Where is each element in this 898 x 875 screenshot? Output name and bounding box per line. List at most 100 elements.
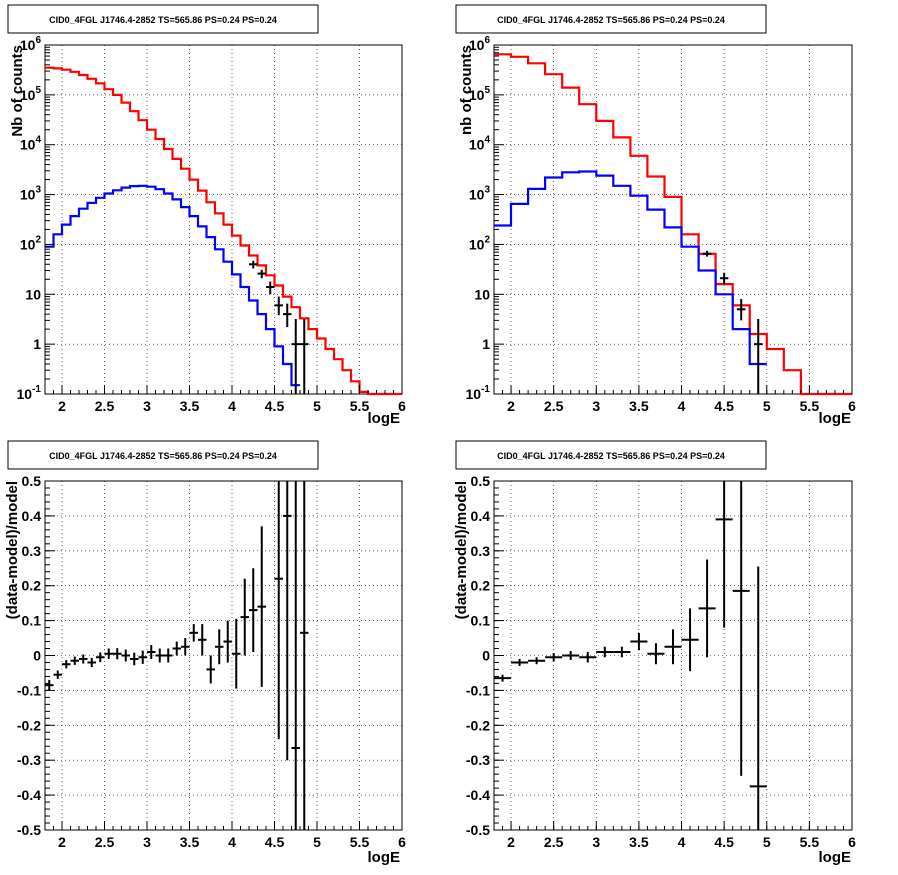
y-tick-label: -0.4 bbox=[17, 787, 41, 803]
data-point bbox=[223, 620, 232, 663]
data-point bbox=[181, 638, 190, 656]
y-tick-label: -0.5 bbox=[17, 822, 41, 838]
series-layer bbox=[494, 481, 767, 830]
data-point bbox=[274, 296, 283, 316]
data-point bbox=[528, 657, 546, 665]
x-tick-label: 4 bbox=[678, 398, 686, 414]
data-point bbox=[189, 624, 198, 642]
data-point bbox=[198, 624, 207, 656]
data-point bbox=[215, 629, 224, 665]
data-point bbox=[749, 566, 767, 830]
y-tick-label: 10 bbox=[25, 286, 41, 302]
data-point bbox=[732, 481, 750, 776]
x-tick-label: 6 bbox=[848, 834, 856, 850]
data-point bbox=[62, 660, 71, 669]
x-axis-label: logE bbox=[819, 849, 852, 866]
data-point bbox=[104, 648, 113, 659]
x-tick-label: 4 bbox=[228, 834, 236, 850]
y-tick-label: 0 bbox=[33, 648, 41, 664]
x-tick-label: 3 bbox=[592, 834, 600, 850]
data-point bbox=[147, 645, 156, 659]
x-tick-label: 5.5 bbox=[350, 398, 370, 414]
data-point bbox=[647, 643, 665, 665]
y-tick-label: -0.3 bbox=[466, 752, 490, 768]
data-point bbox=[274, 481, 283, 740]
data-point bbox=[172, 641, 181, 656]
title-box bbox=[455, 440, 767, 470]
data-point bbox=[138, 650, 147, 664]
data-point bbox=[753, 318, 763, 394]
x-tick-label: 2 bbox=[58, 398, 66, 414]
y-tick-label: 0.2 bbox=[22, 578, 42, 594]
y-tick-label: 0.1 bbox=[471, 613, 491, 629]
data-point bbox=[630, 632, 648, 651]
y-axis-label: (data-model)/model bbox=[453, 481, 470, 619]
y-tick-label: -0.1 bbox=[17, 682, 41, 698]
x-tick-label: 2.5 bbox=[544, 834, 564, 850]
y-tick-label: 1 bbox=[33, 336, 41, 352]
data-point bbox=[249, 260, 258, 269]
y-tick-label: 0.3 bbox=[471, 543, 491, 559]
series-layer bbox=[494, 53, 852, 396]
x-tick-label: 4.5 bbox=[714, 834, 734, 850]
data-point bbox=[736, 299, 746, 321]
histogram-blue bbox=[45, 184, 300, 387]
x-tick-label: 5.5 bbox=[800, 398, 820, 414]
x-tick-label: 2.5 bbox=[95, 834, 115, 850]
data-point bbox=[206, 655, 215, 684]
data-point bbox=[257, 269, 266, 279]
plot-frame bbox=[44, 480, 403, 831]
data-point bbox=[283, 481, 292, 761]
panel-title: CID0_4FGL J1746.4-2852 TS=565.86 PS=0.24… bbox=[49, 451, 277, 461]
data-point bbox=[702, 250, 712, 257]
x-tick-label: 5 bbox=[313, 398, 321, 414]
data-point bbox=[613, 646, 631, 658]
y-tick-label: 0.5 bbox=[471, 473, 491, 489]
data-point bbox=[96, 652, 105, 663]
y-axis-label: (data-model)/model bbox=[4, 481, 21, 619]
x-tick-label: 5 bbox=[763, 398, 771, 414]
y-tick-label: 0.1 bbox=[22, 613, 42, 629]
x-tick-label: 4.5 bbox=[714, 398, 734, 414]
data-point bbox=[579, 652, 597, 663]
plot-frame bbox=[493, 44, 853, 395]
data-point bbox=[121, 649, 130, 662]
x-axis-label: logE bbox=[368, 849, 401, 866]
x-tick-label: 4 bbox=[228, 398, 236, 414]
data-point bbox=[70, 656, 79, 665]
y-axis-label: nb of counts bbox=[458, 45, 475, 135]
data-point bbox=[698, 559, 716, 658]
axis-ticks: 2 2.5 3 3.5 4 4.5 5 5.5 6 -0.5 -0.4 -0.3 -0.2 -0.1 0 0.… bbox=[466, 473, 856, 850]
x-tick-label: 6 bbox=[848, 398, 856, 414]
data-point bbox=[681, 608, 699, 672]
axis-ticks: 2 2.5 3 3.5 4 4.5 5 5.5 6 -0.5 -0.4 -0.3 -0.2 -0.1 0 0.… bbox=[17, 473, 406, 850]
panel-counts-right: 2 2.5 3 3.5 4 4.5 5 5.5 610-1110102103104105106 … bbox=[455, 4, 856, 427]
y-axis-label: Nb of counts bbox=[9, 45, 26, 137]
x-tick-label: 3.5 bbox=[629, 398, 649, 414]
data-point bbox=[249, 568, 258, 653]
data-point bbox=[719, 272, 729, 285]
x-tick-label: 5.5 bbox=[350, 834, 370, 850]
y-tick-label: 10 bbox=[474, 286, 490, 302]
data-point bbox=[715, 481, 733, 628]
data-point bbox=[257, 526, 266, 687]
x-tick-label: 3 bbox=[143, 398, 151, 414]
series-layer bbox=[45, 66, 402, 396]
data-point bbox=[87, 657, 96, 668]
y-tick-label: 0.4 bbox=[471, 508, 491, 524]
x-tick-label: 2.5 bbox=[95, 398, 115, 414]
x-tick-label: 4.5 bbox=[265, 834, 285, 850]
panel-residuals-left: 2 2.5 3 3.5 4 4.5 5 5.5 6 -0.5 -0.4 -0.3 -0.2 -0.1 0 0.… bbox=[4, 440, 406, 866]
data-point bbox=[240, 578, 249, 656]
x-tick-label: 2 bbox=[507, 398, 515, 414]
data-point bbox=[291, 318, 300, 394]
x-tick-label: 3 bbox=[143, 834, 151, 850]
x-tick-label: 4 bbox=[678, 834, 686, 850]
data-point bbox=[283, 303, 292, 328]
y-tick-label: 0.5 bbox=[22, 473, 42, 489]
data-point bbox=[232, 618, 241, 689]
data-point bbox=[164, 648, 173, 663]
panel-title: CID0_4FGL J1746.4-2852 TS=565.86 PS=0.24… bbox=[497, 15, 725, 25]
title-box bbox=[455, 4, 767, 34]
